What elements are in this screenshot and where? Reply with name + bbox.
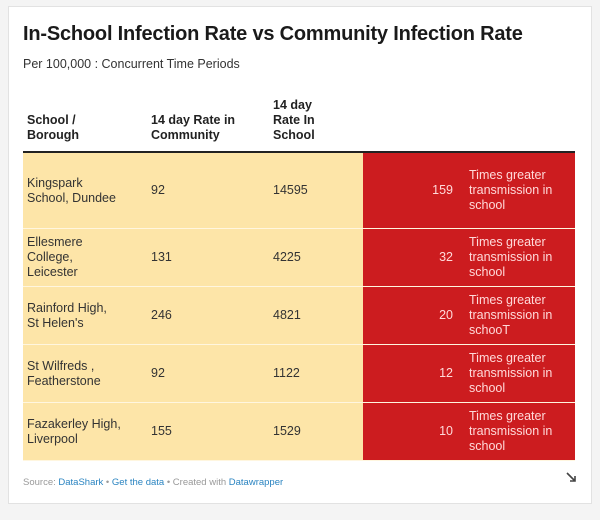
cell-school: Rainford High, St Helen's xyxy=(27,300,107,330)
table-row: Kingspark School, Dundee 92 14595 159 Times … xyxy=(23,153,575,229)
footer-separator: • xyxy=(103,477,112,488)
table-row: St Wilfreds , Featherstone 92 1122 12 Times … xyxy=(23,345,575,403)
chart-footer: Source: DataShark • Get the data • Creat… xyxy=(23,477,283,488)
table-row: Fazakerley High, Liverpool 155 1529 10 Times… xyxy=(23,403,575,461)
highlight-red xyxy=(363,153,575,228)
cell-school: St Wilfreds , Featherstone xyxy=(27,358,101,388)
table-body: Kingspark School, Dundee 92 14595 159 Times … xyxy=(23,153,575,461)
cell-note: Times greater transmission in school xyxy=(469,235,553,279)
highlight-yellow xyxy=(23,229,363,286)
cell-note: Times greater transmission in schooT xyxy=(469,293,553,337)
resize-arrow-icon[interactable] xyxy=(565,471,577,483)
cell-note: Times greater transmission in school xyxy=(469,351,553,395)
cell-note: Times greater transmission in school xyxy=(469,409,553,453)
highlight-yellow xyxy=(23,345,363,402)
cell-community-rate: 92 xyxy=(151,366,165,380)
cell-ratio: 32 xyxy=(439,250,453,264)
datawrapper-link[interactable]: Datawrapper xyxy=(228,477,284,488)
highlight-red xyxy=(363,345,575,402)
column-header-school: School / Borough xyxy=(27,113,80,142)
highlight-red xyxy=(363,403,575,460)
highlight-yellow xyxy=(23,287,363,344)
cell-school-rate: 14595 xyxy=(273,183,308,197)
chart-title: In-School Infection Rate vs Community In… xyxy=(23,23,523,45)
footer-separator-created: • Created with xyxy=(164,477,229,488)
cell-community-rate: 131 xyxy=(151,250,172,264)
cell-community-rate: 92 xyxy=(151,183,165,197)
column-header-school-rate: 14 day Rate In School xyxy=(273,98,315,142)
highlight-red xyxy=(363,287,575,344)
cell-ratio: 12 xyxy=(439,366,453,380)
highlight-yellow xyxy=(23,403,363,460)
cell-school-rate: 4225 xyxy=(273,250,301,264)
get-data-link[interactable]: Get the data xyxy=(111,477,165,488)
cell-community-rate: 155 xyxy=(151,424,172,438)
cell-school-rate: 1122 xyxy=(273,366,300,380)
cell-community-rate: 246 xyxy=(151,308,172,322)
cell-ratio: 10 xyxy=(439,424,453,438)
column-header-community: 14 day Rate in Community xyxy=(151,113,236,142)
chart-card: In-School Infection Rate vs Community In… xyxy=(8,6,592,504)
cell-school: Ellesmere College, Leicester xyxy=(27,235,83,279)
highlight-red xyxy=(363,229,575,286)
data-table: School / Borough 14 day Rate in Communit… xyxy=(23,93,575,461)
cell-school-rate: 4821 xyxy=(273,308,301,322)
cell-note: Times greater transmission in school xyxy=(469,168,553,212)
cell-ratio: 20 xyxy=(439,308,453,322)
cell-ratio: 159 xyxy=(432,183,453,197)
chart-subtitle: Per 100,000 : Concurrent Time Periods xyxy=(23,57,240,71)
cell-school: Kingspark School, Dundee xyxy=(27,175,116,205)
footer-source-label: Source: xyxy=(23,477,59,488)
footer-source-link[interactable]: DataShark xyxy=(58,477,104,488)
table-row: Rainford High, St Helen's 246 4821 20 Times … xyxy=(23,287,575,345)
table-header: School / Borough 14 day Rate in Communit… xyxy=(23,93,575,153)
table-row: Ellesmere College, Leicester 131 4225 32 Tim… xyxy=(23,229,575,287)
highlight-yellow xyxy=(23,153,363,228)
cell-school-rate: 1529 xyxy=(273,424,301,438)
cell-school: Fazakerley High, Liverpool xyxy=(27,416,121,446)
